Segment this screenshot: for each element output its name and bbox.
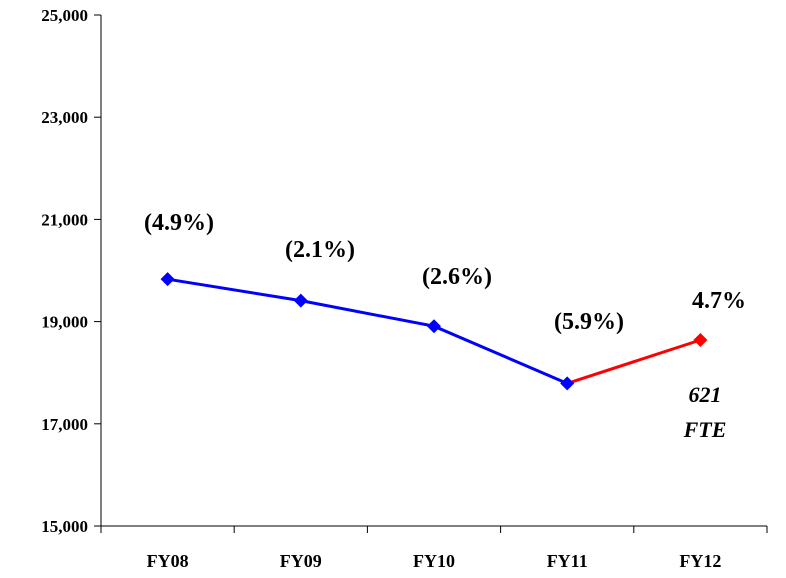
data-point-marker — [160, 272, 175, 287]
y-tick-label: 23,000 — [41, 108, 88, 127]
data-point-marker — [293, 293, 308, 308]
data-label: 4.7% — [692, 288, 746, 314]
x-tick-label: FY08 — [147, 551, 189, 571]
x-tick-label: FY09 — [280, 551, 322, 571]
axes — [100, 15, 767, 527]
series-line — [167, 277, 568, 385]
series-line — [566, 338, 701, 385]
y-tick-label: 15,000 — [41, 517, 88, 536]
data-label: (2.1%) — [285, 237, 355, 263]
y-tick-label: 17,000 — [41, 415, 88, 434]
x-tick-label: FY10 — [413, 551, 455, 571]
annotation-line-2: FTE — [683, 417, 727, 442]
data-label: (2.6%) — [422, 264, 492, 290]
y-axis-ticks: 15,000 17,000 19,000 21,000 23,000 25,000 — [41, 6, 101, 536]
annotation-line-1: 621 — [689, 382, 722, 407]
y-tick-label: 21,000 — [41, 210, 88, 229]
data-label: (5.9%) — [554, 309, 624, 335]
x-axis-ticks: FY08 FY09 FY10 FY11 FY12 — [100, 526, 768, 571]
data-point-marker — [693, 332, 708, 347]
data-point-marker — [560, 376, 575, 391]
x-tick-label: FY12 — [679, 551, 721, 571]
x-tick-label: FY11 — [547, 551, 588, 571]
data-point-marker — [427, 319, 441, 334]
data-labels: (4.9%) (2.1%) (2.6%) (5.9%) 4.7% — [144, 210, 746, 335]
series-lines — [167, 277, 701, 385]
y-tick-label: 25,000 — [41, 6, 88, 25]
y-tick-label: 19,000 — [41, 313, 88, 332]
series-points — [160, 272, 708, 391]
annotation: 621 FTE — [683, 382, 727, 442]
data-label: (4.9%) — [144, 210, 214, 236]
